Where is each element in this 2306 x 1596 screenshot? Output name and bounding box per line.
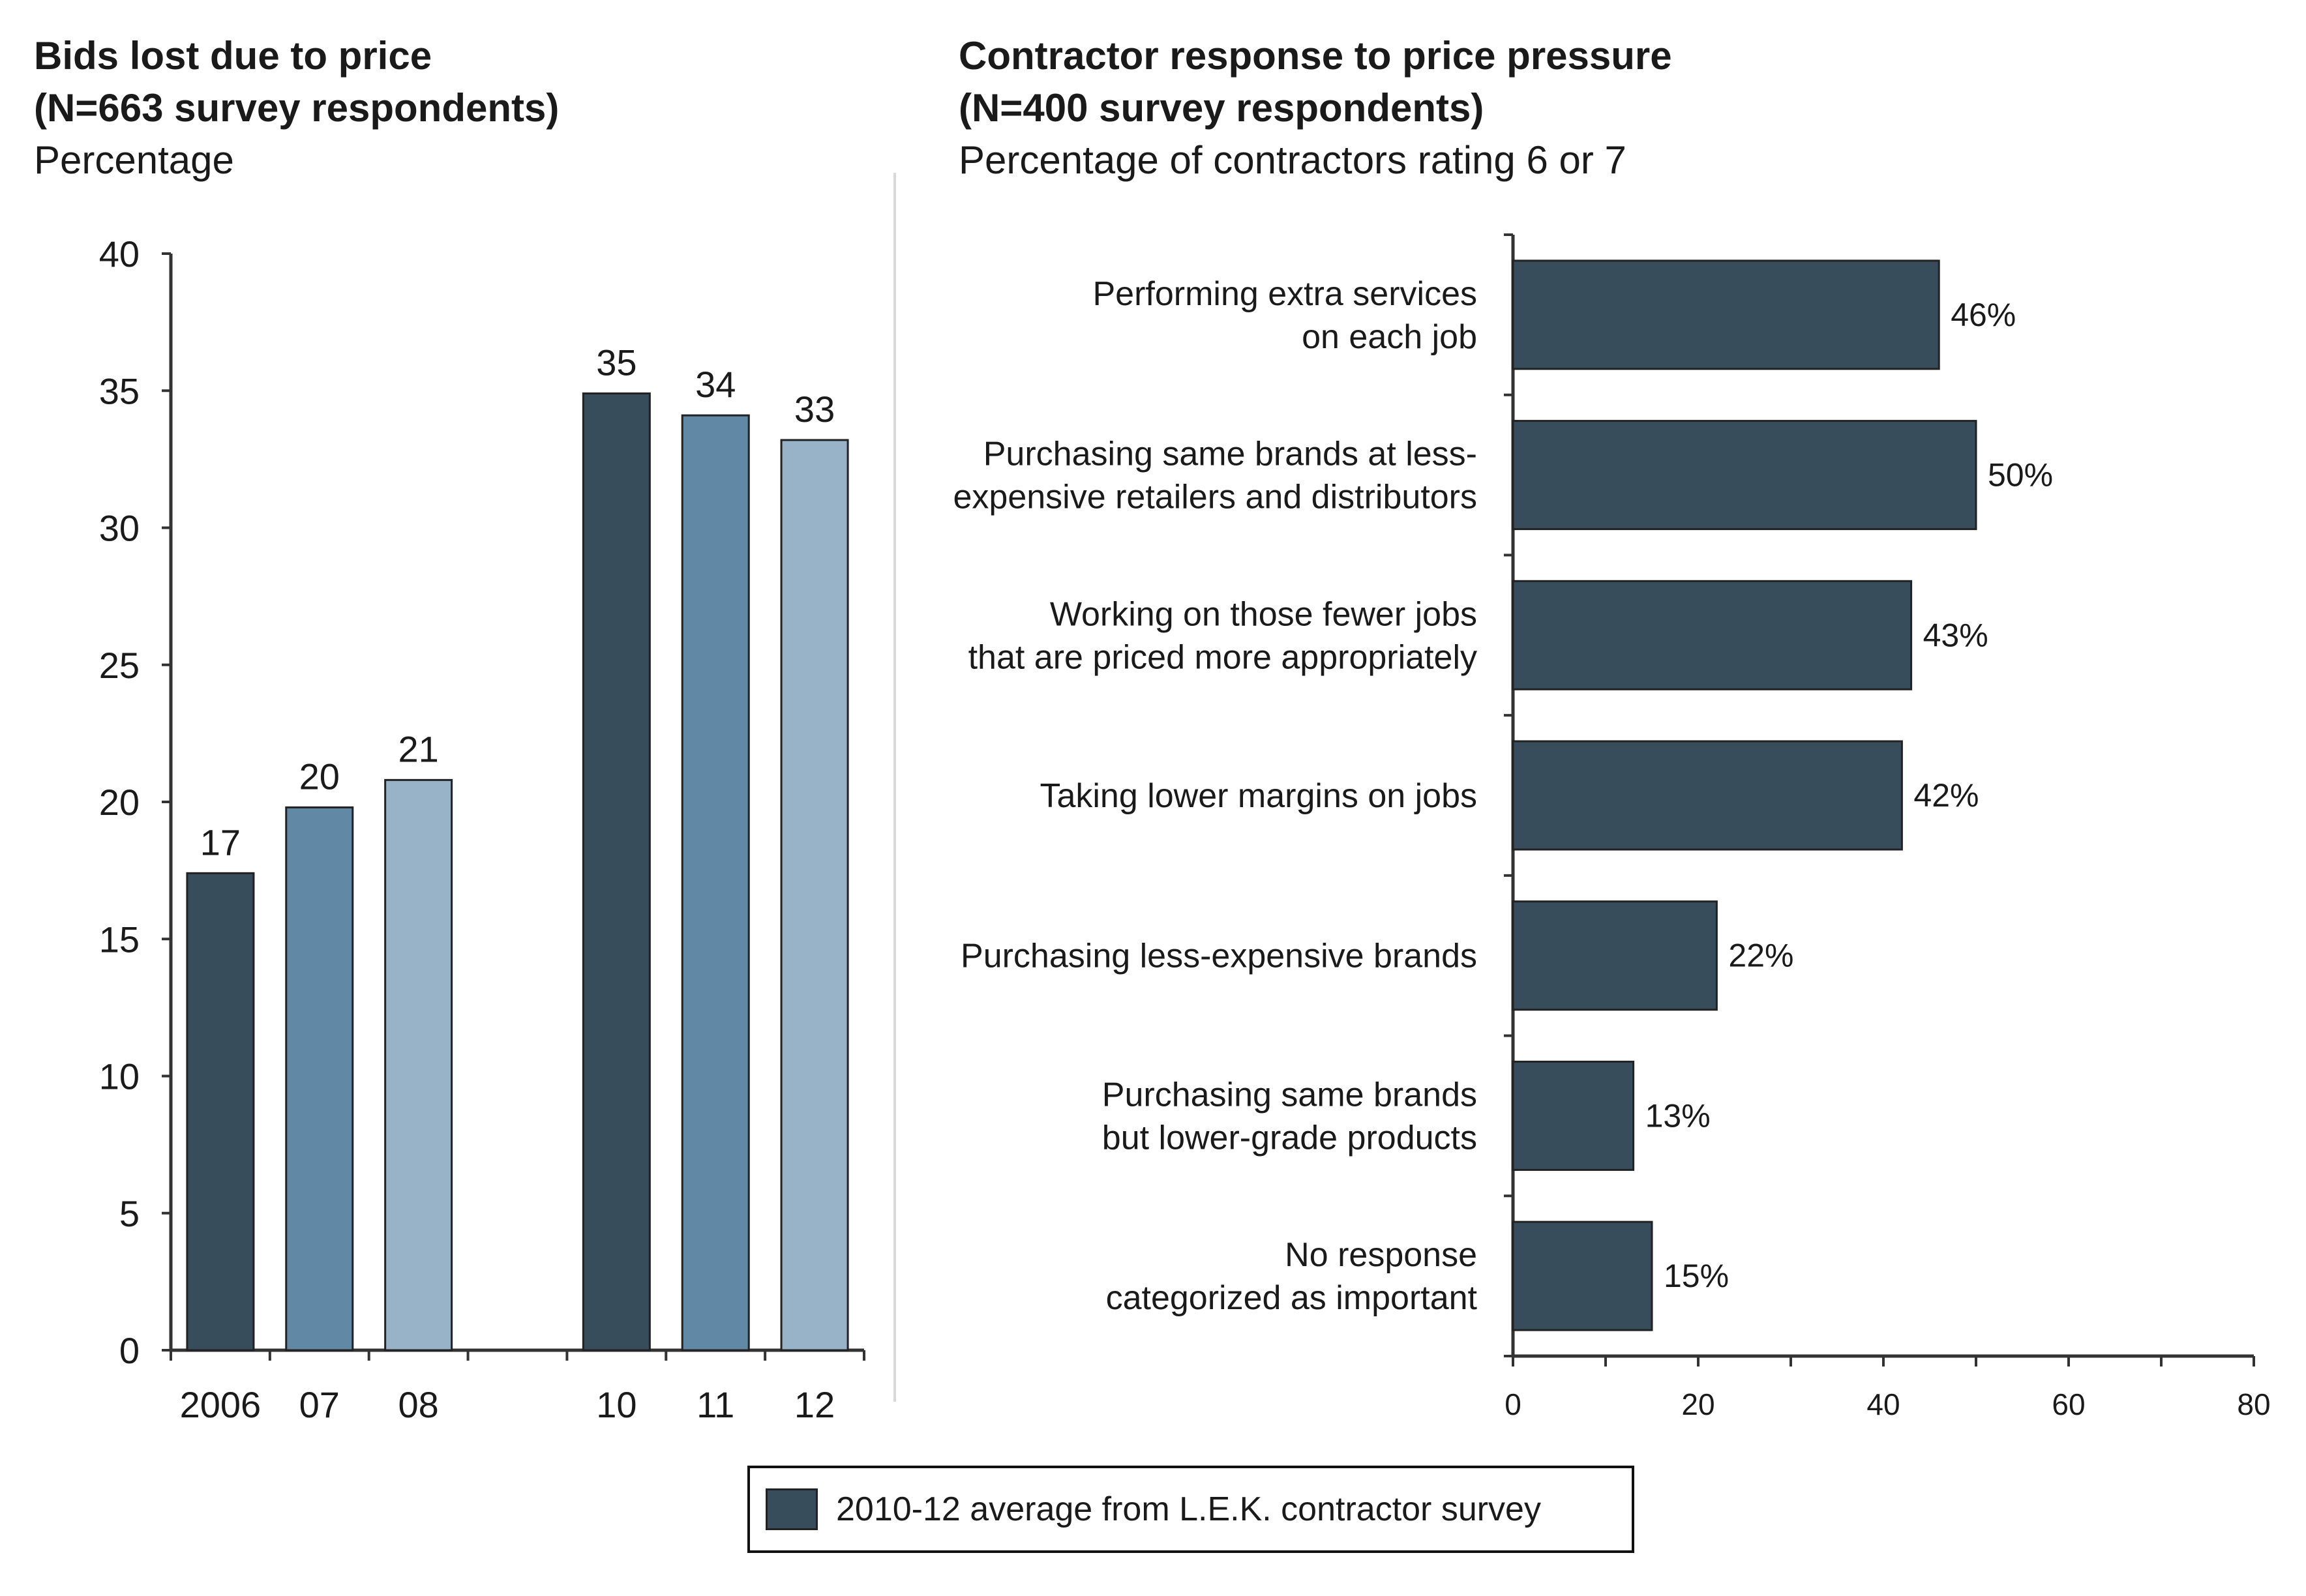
legend-swatch (766, 1488, 818, 1530)
bar (1512, 1060, 1635, 1171)
bar-value-label: 21 (398, 728, 438, 769)
x-category-label: 2006 (180, 1384, 262, 1425)
y-tick-label: 15 (99, 919, 140, 960)
bar (780, 439, 849, 1352)
category-label: Taking lower margins on jobs (1040, 777, 1477, 815)
category-label: on each job (1302, 318, 1477, 356)
x-tick-label: 60 (2052, 1387, 2085, 1421)
category-label: Working on those fewer jobs (1050, 595, 1477, 633)
category-label: but lower-grade products (1102, 1119, 1477, 1157)
x-tick-label: 80 (2237, 1387, 2270, 1421)
bar-value-label: 35 (596, 342, 636, 383)
bar-value-label: 22% (1728, 938, 1793, 974)
y-tick-label: 0 (119, 1330, 140, 1371)
bar (1512, 1220, 1653, 1331)
x-category-label: 07 (299, 1384, 340, 1425)
left-chart-subtitle: Percentage (34, 138, 234, 182)
x-tick-label: 40 (1866, 1387, 1900, 1421)
left-chart-header: Bids lost due to price (N=663 survey res… (34, 30, 559, 186)
category-label: Purchasing less-expensive brands (961, 938, 1477, 975)
y-tick-label: 40 (99, 233, 140, 274)
legend: 2010-12 average from L.E.K. contractor s… (747, 1466, 1634, 1553)
right-chart-subtitle: Percentage of contractors rating 6 or 7 (959, 138, 1626, 182)
category-label: expensive retailers and distributors (953, 479, 1477, 516)
left-chart-title-line2: (N=663 survey respondents) (34, 86, 560, 130)
bar (384, 778, 453, 1352)
y-tick-label: 5 (119, 1193, 140, 1234)
y-tick-label: 30 (99, 508, 140, 549)
bar-value-label: 20 (299, 756, 340, 797)
x-tick-label: 0 (1505, 1387, 1521, 1421)
category-label: Performing extra services (1092, 275, 1477, 313)
x-category-label: 10 (596, 1384, 636, 1425)
y-tick-label: 10 (99, 1056, 140, 1097)
bar (1512, 900, 1718, 1011)
bar (1512, 740, 1903, 851)
left-bar-chart: 0 5 10 15 20 25 30 35 40 17 2006 20 07 21 08 35 10 34 11 33… (99, 233, 865, 1425)
x-tick-label: 20 (1681, 1387, 1715, 1421)
bar (582, 392, 651, 1352)
category-label: No response (1285, 1236, 1477, 1274)
right-chart-title-line1: Contractor response to price pressure (959, 34, 1672, 78)
bar-value-label: 34 (695, 364, 736, 405)
right-chart-title-line2: (N=400 survey respondents) (959, 86, 1484, 130)
bar (1512, 420, 1977, 531)
bar-value-label: 13% (1645, 1097, 1711, 1134)
bar-value-label: 33 (794, 389, 835, 430)
bar-value-label: 42% (1913, 777, 1979, 814)
category-label: Purchasing same brands at less- (983, 436, 1477, 473)
bar (285, 806, 354, 1352)
bar (1512, 259, 1940, 370)
legend-label: 2010-12 average from L.E.K. contractor s… (836, 1490, 1541, 1528)
bar-value-label: 15% (1664, 1258, 1729, 1294)
x-category-label: 12 (794, 1384, 835, 1425)
category-label: Purchasing same brands (1102, 1076, 1477, 1114)
bar (681, 414, 750, 1352)
bar (1512, 580, 1913, 690)
category-label: that are priced more appropriately (968, 638, 1477, 676)
x-category-label: 08 (398, 1384, 438, 1425)
x-category-label: 11 (696, 1384, 734, 1425)
bar-value-label: 43% (1923, 617, 1988, 653)
y-tick-label: 20 (99, 782, 140, 823)
right-chart-header: Contractor response to price pressure (N… (959, 30, 1672, 186)
right-hbar-chart: 0 20 40 60 80 46% Performing extra services on … (953, 233, 2271, 1421)
y-tick-label: 25 (99, 645, 140, 686)
bar-value-label: 17 (200, 821, 241, 863)
bar-value-label: 46% (1951, 297, 2016, 333)
y-tick-label: 35 (99, 370, 140, 411)
bar (186, 872, 255, 1352)
left-chart-title-line1: Bids lost due to price (34, 34, 432, 78)
category-label: categorized as important (1106, 1279, 1478, 1317)
bar-value-label: 50% (1988, 457, 2053, 494)
